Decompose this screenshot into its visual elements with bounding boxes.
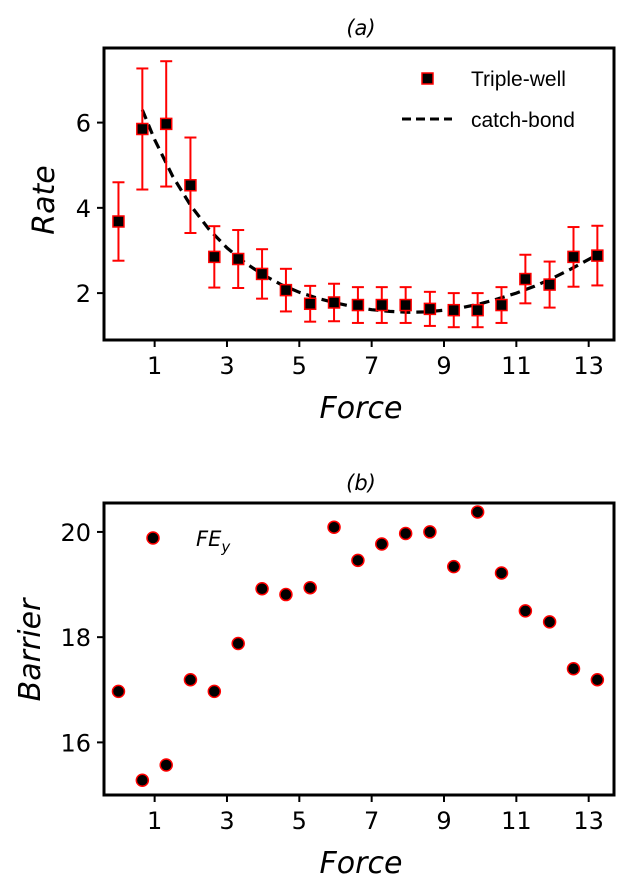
triple-well-point-16 [495,298,508,312]
panel-b-legend: FEy [146,527,231,556]
triple-well-point-12 [399,298,412,312]
fe-y-point-6 [255,582,269,596]
a-x-tick-label-9: 9 [436,352,451,380]
fe-y-point-13 [423,525,437,539]
b-x-tick-label-11: 11 [501,807,532,835]
fe-y-point-16 [494,566,509,580]
a-y-tick-label-6: 6 [76,110,91,138]
fe-y-point-17 [518,604,533,618]
b-x-tick-label-5: 5 [292,807,307,835]
panel-a-plot-frame [102,46,616,342]
panel-a-title: (a) [346,16,375,40]
panel-b-data-marks [111,505,605,788]
panel-a-y-axis-label: Rate [27,165,62,234]
legend-label-fe-y-main: FE [196,527,222,551]
triple-well-point-7 [279,283,293,297]
legend-label-catch-bond: catch-bond [471,109,575,132]
triple-well-point-8 [303,297,317,311]
triple-well-point-20 [591,249,604,262]
fe-y-point-19 [566,661,581,676]
a-x-tick-label-7: 7 [364,352,379,380]
b-y-tick-label-20: 20 [60,519,91,547]
legend-label-fe-y-subscript: y [220,538,231,556]
b-x-tick-label-9: 9 [436,807,451,835]
triple-well-point-10 [351,298,365,312]
triple-well-point-0 [112,215,125,228]
panel-a-legend: Triple-well catch-bond [402,68,575,132]
triple-well-point-3 [184,179,197,192]
triple-well-point-5 [231,252,245,266]
legend-marker-fe-y [146,531,160,545]
triple-well-point-2 [159,117,173,131]
fe-y-point-9 [327,520,341,534]
fe-y-point-4 [207,684,222,699]
fe-y-point-8 [303,580,317,595]
fe-y-point-14 [447,559,461,574]
triple-well-point-13 [423,302,437,316]
fe-y-point-20 [590,673,605,687]
a-y-tick-label-4: 4 [76,195,91,223]
panel-a-x-axis-label: Force [320,391,403,426]
fe-y-point-1 [135,773,150,788]
fe-y-point-11 [375,537,389,551]
fe-y-point-12 [398,526,413,541]
triple-well-point-6 [255,267,269,281]
a-y-tick-label-2: 2 [76,280,91,308]
fe-y-point-18 [542,615,557,629]
panel-b-title: (b) [346,471,376,495]
fe-y-point-3 [183,673,198,687]
b-x-tick-label-1: 1 [147,807,162,835]
fe-y-point-0 [111,684,126,699]
triple-well-point-17 [519,272,532,286]
b-x-tick-label-3: 3 [219,807,234,835]
triple-well-point-15 [471,303,484,317]
panel-b-x-axis-label: Force [320,846,403,874]
triple-well-point-18 [543,278,556,291]
b-y-tick-label-16: 16 [60,729,91,757]
triple-well-point-9 [327,296,341,309]
triple-well-point-11 [375,298,389,312]
fe-y-point-15 [470,505,485,519]
a-x-tick-label-13: 13 [573,352,604,380]
fe-y-point-10 [351,553,365,568]
b-x-tick-label-7: 7 [364,807,379,835]
panel-b-plot-frame [102,501,616,797]
triple-well-point-14 [447,303,461,317]
legend-marker-triple-well [421,72,434,85]
triple-well-point-19 [567,250,580,264]
a-x-tick-label-5: 5 [292,352,307,380]
triple-well-point-1 [136,122,149,136]
triple-well-point-4 [208,250,221,264]
panel-b-y-axis-label: Barrier [13,597,48,701]
fe-y-point-7 [279,587,293,602]
a-x-tick-label-1: 1 [147,352,162,380]
legend-label-triple-well: Triple-well [471,68,566,91]
fe-y-point-5 [231,636,245,651]
b-y-tick-label-18: 18 [60,624,91,652]
b-x-tick-label-13: 13 [573,807,604,835]
a-x-tick-label-11: 11 [501,352,532,380]
a-x-tick-label-3: 3 [219,352,234,380]
legend-label-fe-y: FEy [196,527,231,556]
panel-a-data-marks [112,60,604,329]
catch-bond-fit-line [140,109,599,314]
fe-y-point-2 [159,758,173,772]
